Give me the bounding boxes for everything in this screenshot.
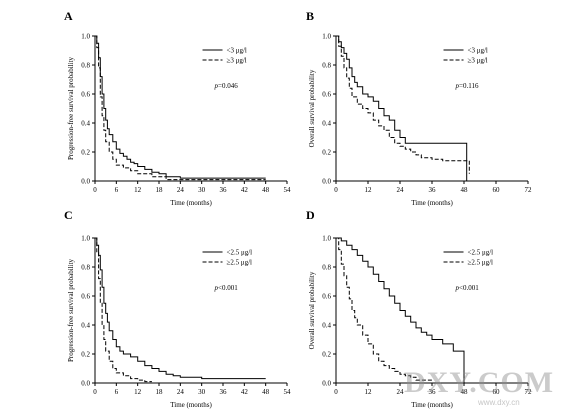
x-tick-label: 36 [429, 388, 437, 396]
p-value: p<0.001 [455, 284, 480, 292]
legend-label: ≥2.5 μg/l [468, 259, 494, 267]
panel-D: D 0.0 0.2 0.4 0.6 0.8 1.0 0 12 24 36 48 60 72 Time (mo… [306, 208, 532, 409]
y-tick-label: 0.4 [322, 322, 331, 330]
y-tick-label: 0.8 [81, 62, 90, 70]
watermark-url: www.dxy.cn [478, 398, 520, 407]
x-axis-label: Time (months) [411, 401, 453, 409]
x-tick-label: 48 [461, 388, 469, 396]
panel-letter: B [306, 9, 314, 23]
y-tick-label: 0.4 [81, 120, 90, 128]
x-tick-label: 54 [284, 186, 292, 194]
x-tick-label: 72 [525, 186, 533, 194]
x-tick-label: 36 [220, 388, 228, 396]
x-tick-label: 36 [429, 186, 437, 194]
x-tick-label: 0 [334, 388, 338, 396]
legend-label: <2.5 μg/l [227, 249, 253, 257]
series-line-2 [336, 35, 470, 174]
y-tick-label: 0.4 [322, 120, 331, 128]
x-axis-label: Time (months) [170, 199, 212, 207]
x-tick-label: 6 [115, 186, 119, 194]
panel-letter: C [64, 208, 73, 222]
y-axis-label: Progression-free survival probability [67, 56, 75, 160]
x-tick-label: 42 [241, 388, 249, 396]
y-tick-label: 0.0 [81, 380, 90, 388]
panel-letter: A [64, 9, 73, 23]
x-tick-label: 30 [198, 186, 206, 194]
x-tick-label: 24 [397, 186, 405, 194]
x-tick-label: 6 [115, 388, 119, 396]
y-tick-label: 0.2 [322, 149, 331, 157]
legend-label: <2.5 μg/l [468, 249, 494, 257]
panel-B: B 0.0 0.2 0.4 0.6 0.8 1.0 0 12 24 36 48 60 72 Time (mo… [306, 9, 532, 207]
y-tick-label: 0.0 [322, 178, 331, 186]
x-tick-label: 12 [365, 186, 373, 194]
x-tick-label: 24 [177, 388, 185, 396]
x-tick-label: 48 [262, 388, 270, 396]
watermark: DXY.COM [404, 366, 555, 399]
y-tick-label: 1.0 [81, 235, 90, 243]
y-tick-label: 0.8 [322, 62, 331, 70]
y-tick-label: 0.6 [322, 293, 331, 301]
y-tick-label: 0.2 [81, 351, 90, 359]
x-tick-label: 54 [284, 388, 292, 396]
y-axis-label: Overall survival probability [308, 271, 316, 349]
panel-C: C 0.0 0.2 0.4 0.6 0.8 1.0 0 6 12 18 24 30 36 42 48 54 Tim… [64, 208, 291, 409]
x-tick-label: 60 [493, 186, 501, 194]
x-tick-label: 12 [134, 388, 142, 396]
x-tick-label: 12 [134, 186, 142, 194]
x-axis-label: Time (months) [170, 401, 212, 409]
p-value: p=0.116 [455, 82, 479, 90]
y-tick-label: 0.6 [322, 91, 331, 99]
series-line-2 [95, 35, 266, 181]
series-line-1 [95, 35, 266, 179]
x-tick-label: 18 [156, 388, 164, 396]
x-tick-label: 24 [397, 388, 405, 396]
y-tick-label: 0.2 [322, 351, 331, 359]
x-tick-label: 42 [241, 186, 249, 194]
x-tick-label: 72 [525, 388, 533, 396]
y-tick-label: 1.0 [322, 235, 331, 243]
legend-label: ≥3 μg/l [227, 57, 247, 65]
series-line-2 [336, 237, 432, 381]
y-tick-label: 0.2 [81, 149, 90, 157]
y-tick-label: 0.6 [81, 91, 90, 99]
legend-label: <3 μg/l [227, 47, 247, 55]
legend-label: ≥2.5 μg/l [227, 259, 253, 267]
legend-label: <3 μg/l [468, 47, 488, 55]
x-tick-label: 36 [220, 186, 228, 194]
series-line-1 [336, 237, 465, 383]
p-value: p<0.001 [214, 284, 239, 292]
panel-A: A 0.0 0.2 0.4 0.6 0.8 1.0 0 6 12 18 24 30 36 42 48 54 Tim… [64, 9, 291, 207]
y-tick-label: 0.0 [322, 380, 331, 388]
y-tick-label: 1.0 [322, 33, 331, 41]
y-tick-label: 0.0 [81, 178, 90, 186]
series-line-1 [336, 35, 468, 181]
x-tick-label: 0 [93, 186, 97, 194]
x-tick-label: 12 [365, 388, 373, 396]
y-tick-label: 0.6 [81, 293, 90, 301]
legend-label: ≥3 μg/l [468, 57, 488, 65]
series-line-2 [95, 237, 152, 383]
y-tick-label: 0.8 [322, 264, 331, 272]
series-line-1 [95, 237, 266, 380]
x-tick-label: 0 [93, 388, 97, 396]
y-tick-label: 1.0 [81, 33, 90, 41]
x-tick-label: 48 [461, 186, 469, 194]
x-tick-label: 30 [198, 388, 206, 396]
x-axis-label: Time (months) [411, 199, 453, 207]
x-tick-label: 24 [177, 186, 185, 194]
panel-letter: D [306, 208, 315, 222]
y-tick-label: 0.8 [81, 264, 90, 272]
y-axis-label: Overall survival probability [308, 69, 316, 147]
x-tick-label: 0 [334, 186, 338, 194]
y-tick-label: 0.4 [81, 322, 90, 330]
p-value: p=0.046 [214, 82, 239, 90]
x-tick-label: 60 [493, 388, 501, 396]
x-tick-label: 18 [156, 186, 164, 194]
x-tick-label: 48 [262, 186, 270, 194]
y-axis-label: Progression-free survival probability [67, 258, 75, 362]
